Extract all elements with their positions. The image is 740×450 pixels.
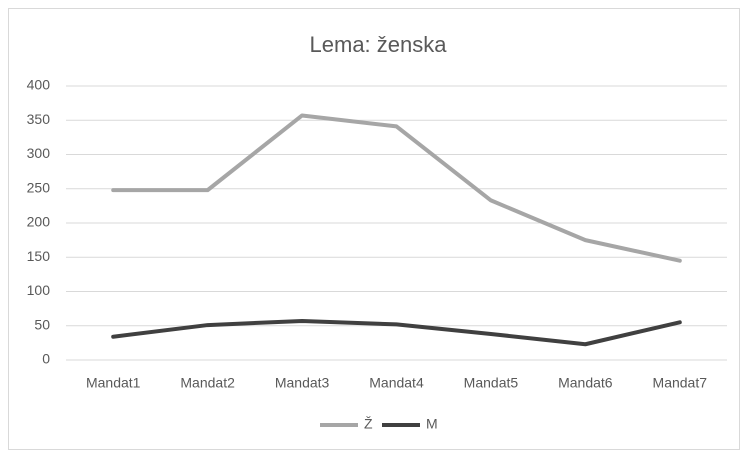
y-tick-label: 150 [27,248,51,264]
x-tick-label: Mandat4 [369,375,424,391]
x-tick-label: Mandat7 [653,375,708,391]
y-tick-label: 0 [42,351,50,367]
y-tick-label: 400 [27,77,51,93]
chart-frame [8,8,740,450]
y-tick-label: 350 [27,111,51,127]
legend-label: M [426,416,438,432]
chart-title: Lema: ženska [310,32,448,57]
x-tick-label: Mandat2 [180,375,235,391]
x-tick-label: Mandat1 [86,375,141,391]
series-line [111,318,682,347]
y-tick-label: 250 [27,179,51,195]
y-tick-label: 50 [34,316,50,332]
y-tick-label: 300 [27,145,51,161]
x-tick-label: Mandat5 [464,375,519,391]
legend-label: Ž [364,416,373,432]
y-tick-label: 200 [27,214,51,230]
y-tick-label: 100 [27,282,51,298]
x-tick-label: Mandat3 [275,375,330,391]
x-tick-label: Mandat6 [558,375,613,391]
series-line [111,113,682,263]
